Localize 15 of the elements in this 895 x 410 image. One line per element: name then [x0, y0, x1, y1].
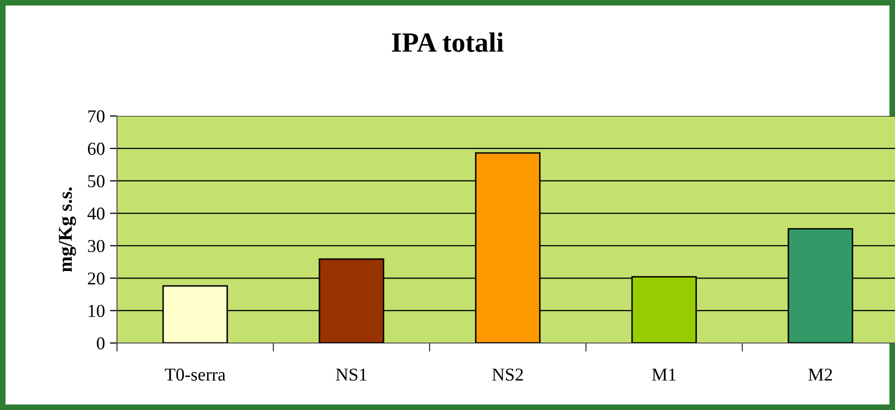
x-tick-label: M2: [808, 368, 832, 381]
y-tick-label: 30: [88, 240, 105, 252]
y-tick-label: 20: [88, 272, 105, 285]
x-tick-label: NS2: [492, 368, 523, 381]
y-tick-label: 0: [96, 337, 105, 350]
y-tick-label: 60: [88, 142, 105, 155]
x-tick-label: NS1: [336, 368, 366, 381]
y-tick-label: 10: [88, 304, 105, 318]
y-tick-label: 70: [88, 110, 105, 122]
y-tick-label: 40: [87, 208, 105, 220]
chart-title: IPA totali: [392, 32, 504, 52]
x-tick-label: T0-serra: [164, 368, 226, 381]
x-tick-label: M1: [652, 368, 676, 381]
y-axis-title: mg/Kg s.s.: [58, 187, 76, 272]
y-tick-label: 50: [88, 175, 105, 188]
